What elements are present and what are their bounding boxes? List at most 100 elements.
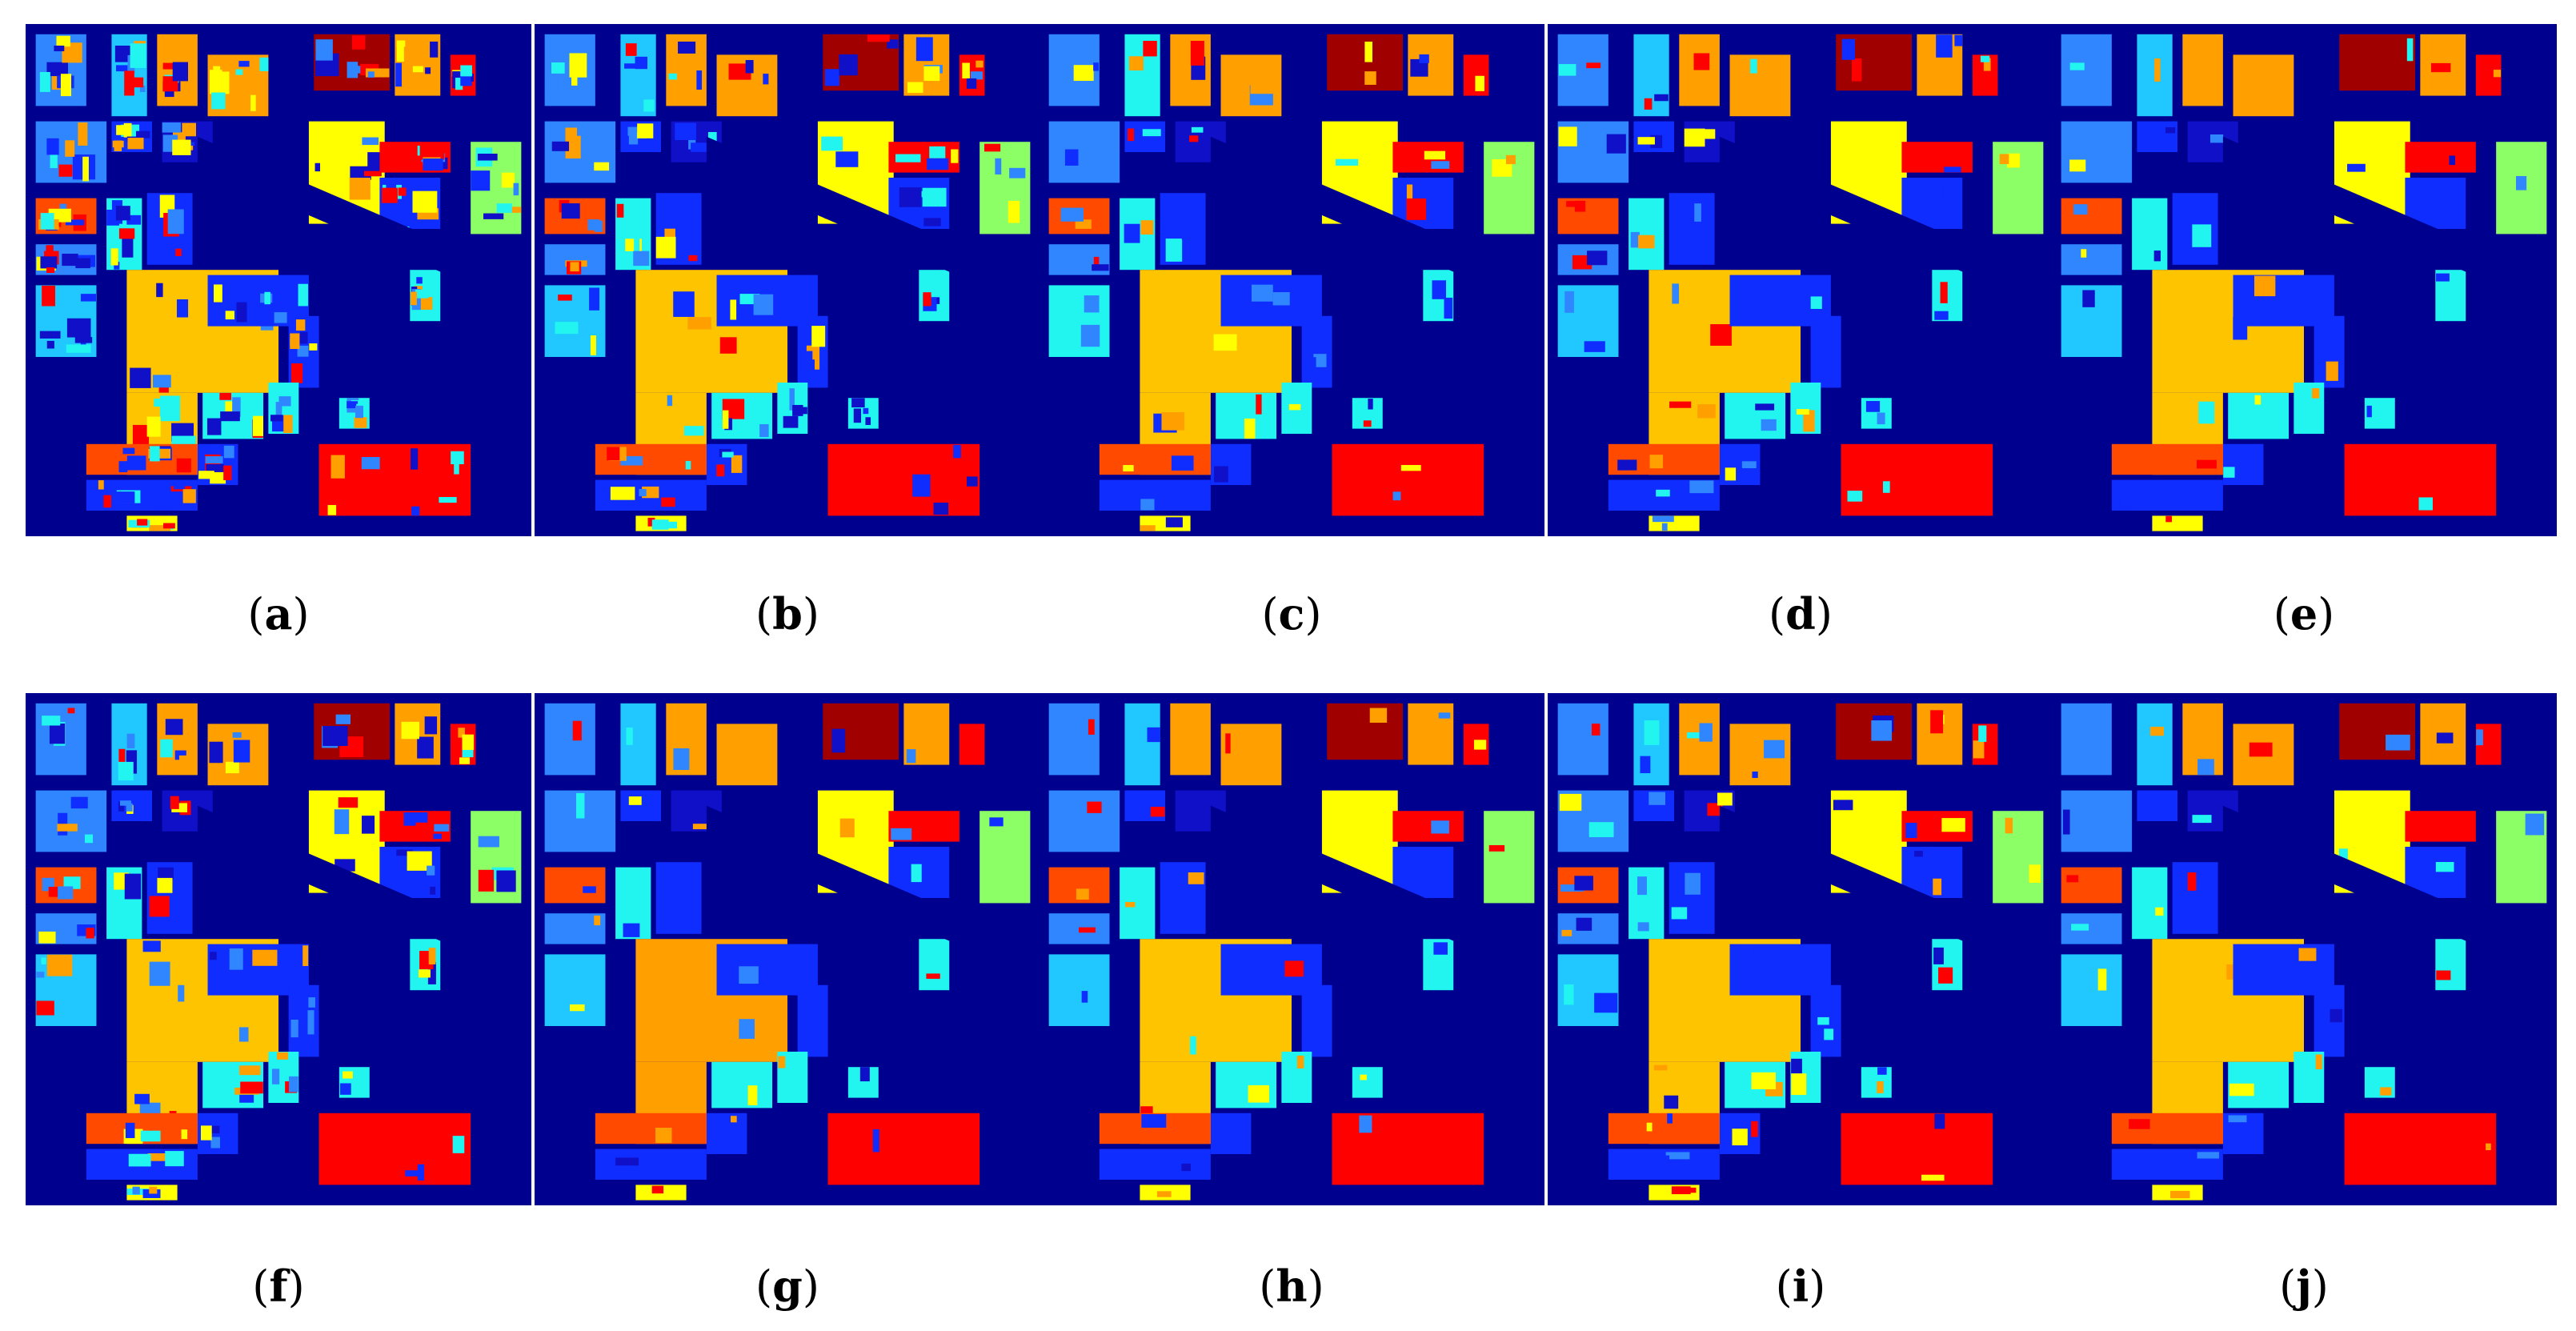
- misclassified-patch: [1689, 480, 1714, 494]
- misclassified-patch: [831, 728, 846, 753]
- misclassified-patch: [1560, 884, 1584, 892]
- misclassified-patch: [2153, 251, 2161, 262]
- misclassified-patch: [1213, 334, 1237, 351]
- misclassified-patch: [995, 158, 1002, 174]
- misclassified-patch: [811, 326, 826, 347]
- misclassified-patch: [673, 748, 690, 770]
- misclassified-patch: [39, 71, 50, 92]
- misclassified-patch: [2366, 405, 2372, 418]
- misclassified-patch: [2069, 62, 2085, 70]
- misclassified-patch: [863, 407, 869, 415]
- misclassified-patch: [911, 864, 922, 883]
- panel-caption-b: (b): [755, 588, 819, 639]
- misclassified-patch: [167, 209, 184, 235]
- misclassified-patch: [2069, 159, 2086, 172]
- misclassified-patch: [219, 392, 232, 400]
- misclassified-patch: [140, 1130, 161, 1142]
- misclassified-patch: [1161, 411, 1184, 431]
- classification-map-j: [2051, 693, 2557, 1205]
- misclassified-patch: [639, 488, 647, 497]
- misclassified-patch: [75, 258, 90, 269]
- misclassified-patch: [1211, 454, 1228, 467]
- class-region: [2339, 703, 2416, 760]
- misclassified-patch: [223, 445, 234, 459]
- misclassified-patch: [1764, 740, 1785, 759]
- misclassified-patch: [396, 849, 413, 856]
- misclassified-patch: [1687, 732, 1703, 739]
- misclassified-patch: [225, 311, 234, 320]
- misclassified-patch: [555, 322, 579, 335]
- misclassified-patch: [2071, 714, 2089, 722]
- misclassified-patch: [283, 415, 293, 434]
- misclassified-patch: [253, 415, 263, 436]
- misclassified-patch: [1694, 203, 1701, 222]
- misclassified-patch: [933, 503, 949, 515]
- misclassified-patch: [146, 416, 161, 437]
- misclassified-patch: [587, 219, 600, 231]
- misclassified-patch: [1076, 888, 1089, 900]
- misclassified-patch: [887, 39, 899, 49]
- misclassified-patch: [1871, 720, 1893, 741]
- misclassified-patch: [153, 375, 171, 388]
- misclassified-patch: [1363, 420, 1372, 427]
- misclassified-patch: [728, 63, 751, 80]
- class-region: [1332, 1113, 1484, 1185]
- misclassified-patch: [1803, 410, 1815, 432]
- misclassified-patch: [1564, 291, 1574, 313]
- misclassified-patch: [2254, 275, 2276, 297]
- misclassified-patch: [583, 886, 596, 893]
- misclassified-patch: [65, 140, 75, 157]
- misclassified-patch: [859, 1067, 870, 1082]
- misclassified-patch: [415, 74, 426, 86]
- misclassified-patch: [2436, 732, 2454, 744]
- misclassified-patch: [209, 70, 230, 94]
- misclassified-patch: [1364, 42, 1372, 62]
- misclassified-patch: [561, 203, 580, 219]
- misclassified-patch: [1305, 357, 1316, 375]
- classification-map-a: [26, 24, 531, 536]
- misclassified-patch: [570, 262, 579, 272]
- misclassified-patch: [119, 800, 131, 806]
- misclassified-patch: [82, 156, 89, 182]
- misclassified-patch: [1084, 295, 1100, 313]
- misclassified-patch: [54, 46, 65, 52]
- misclassified-patch: [173, 482, 185, 490]
- misclassified-patch: [691, 142, 713, 152]
- misclassified-patch: [1707, 803, 1723, 816]
- panel-caption-f: (f): [252, 1261, 305, 1312]
- misclassified-patch: [367, 71, 375, 78]
- classification-map-g: [535, 693, 1040, 1205]
- misclassified-patch: [2486, 1143, 2491, 1151]
- misclassified-patch: [688, 132, 696, 150]
- misclassified-patch: [50, 146, 58, 169]
- misclassified-patch: [696, 70, 703, 90]
- misclassified-patch: [1584, 341, 1605, 352]
- misclassified-patch: [2515, 176, 2527, 190]
- misclassified-patch: [130, 367, 151, 388]
- misclassified-patch: [290, 363, 303, 383]
- misclassified-patch: [912, 474, 931, 497]
- misclassified-patch: [478, 869, 495, 892]
- misclassified-patch: [154, 399, 161, 407]
- misclassified-patch: [40, 256, 58, 269]
- misclassified-patch: [1684, 128, 1705, 147]
- misclassified-patch: [60, 74, 72, 97]
- misclassified-patch: [65, 219, 85, 226]
- misclassified-patch: [418, 969, 431, 978]
- misclassified-patch: [1933, 947, 1944, 964]
- misclassified-patch: [459, 757, 471, 764]
- misclassified-patch: [1693, 53, 1710, 70]
- class-region: [318, 443, 471, 516]
- misclassified-patch: [1587, 251, 1608, 266]
- misclassified-patch: [962, 728, 973, 742]
- misclassified-patch: [1672, 283, 1680, 304]
- misclassified-patch: [2338, 848, 2348, 864]
- misclassified-patch: [405, 1170, 424, 1177]
- class-region: [1301, 984, 1332, 1057]
- misclassified-patch: [2228, 1115, 2247, 1123]
- misclassified-patch: [1638, 235, 1655, 249]
- misclassified-patch: [1564, 984, 1574, 1005]
- misclassified-patch: [116, 65, 128, 72]
- misclassified-patch: [58, 886, 74, 900]
- class-region: [1048, 790, 1120, 852]
